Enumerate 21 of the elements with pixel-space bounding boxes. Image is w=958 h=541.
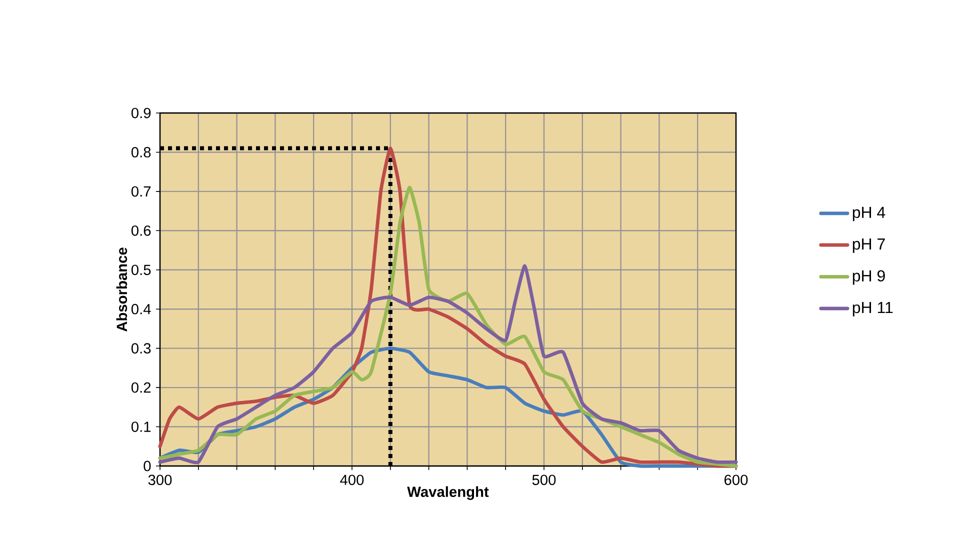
- legend-label: pH 11: [852, 302, 893, 316]
- y-tick-label: 0.6: [131, 225, 151, 236]
- line-series: [158, 264, 738, 464]
- y-tick-label: 0.2: [131, 382, 151, 393]
- y-tick-label: 0.7: [131, 186, 151, 197]
- y-tick-label: 0.5: [131, 264, 151, 276]
- y-tick-label: 0.8: [131, 147, 151, 158]
- legend-label: pH 7: [852, 238, 885, 253]
- y-axis-title: Absorbance: [116, 248, 128, 332]
- y-tick-label: 0.3: [131, 343, 151, 354]
- y-tick-label: 0.9: [131, 108, 151, 118]
- y-tick-label: 0.1: [131, 422, 151, 432]
- x-tick-label: 300: [148, 474, 172, 486]
- x-axis-title: Wavalenght: [407, 486, 489, 500]
- x-tick-label: 400: [340, 474, 364, 486]
- y-tick-label: 0.4: [131, 304, 151, 314]
- legend-label: pH 4: [852, 206, 886, 222]
- legend-label: pH 9: [852, 270, 885, 285]
- x-tick-label: 600: [724, 474, 748, 486]
- x-tick-label: 500: [532, 474, 556, 486]
- y-tick-label: 0: [144, 460, 151, 472]
